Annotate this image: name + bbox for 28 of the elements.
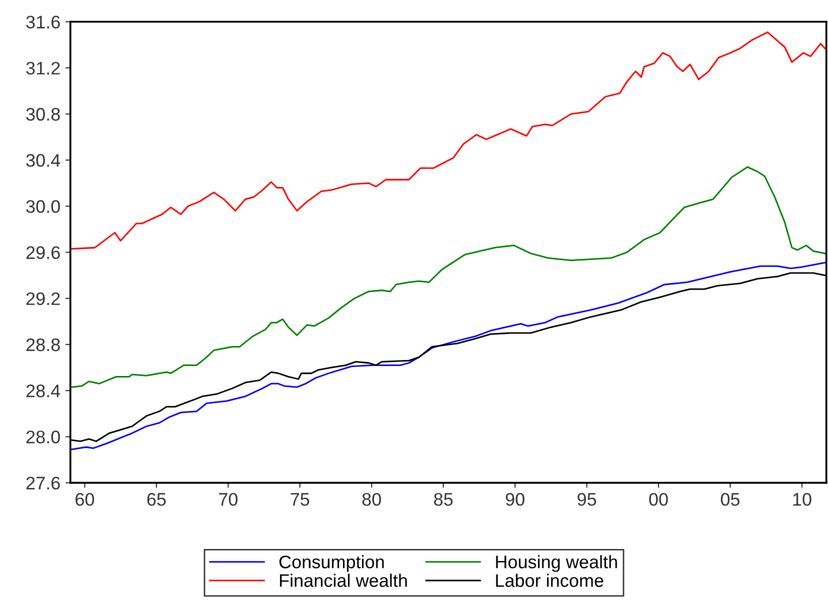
y-tick-label: 29.6 — [26, 246, 60, 260]
y-tick-label: 30.8 — [26, 108, 60, 121]
legend-label: Consumption — [279, 555, 384, 572]
y-tick-label: 30.0 — [26, 200, 60, 213]
y-tick-label: 30.4 — [26, 154, 60, 167]
y-tick-label: 28.0 — [26, 430, 60, 444]
y-tick-label: 28.4 — [26, 384, 60, 398]
x-tick-label: 60 — [76, 492, 94, 506]
y-tick-label: 31.2 — [26, 62, 60, 75]
line-series — [71, 166, 826, 388]
x-tick-label: 05 — [720, 492, 740, 506]
y-tick-label: 27.6 — [26, 476, 60, 490]
legend-label: Financial wealth — [280, 574, 407, 587]
x-tick-label: 10 — [793, 492, 812, 506]
x-tick-label: 95 — [578, 492, 596, 506]
y-tick-label: 29.2 — [26, 292, 60, 306]
x-tick-label: 75 — [290, 493, 310, 506]
x-tick-label: 80 — [362, 492, 381, 506]
x-tick-label: 65 — [147, 492, 166, 506]
y-tick-label: 31.6 — [26, 16, 60, 28]
y-tick-label: 28.8 — [26, 338, 60, 352]
x-tick-label: 00 — [649, 492, 668, 506]
x-tick-label: 85 — [434, 492, 453, 506]
x-tick-label: 90 — [506, 492, 524, 506]
legend-label: Housing wealth — [496, 555, 617, 572]
line-series — [70, 31, 826, 250]
legend-label: Labor income — [496, 574, 604, 587]
x-tick-label: 70 — [219, 492, 238, 506]
